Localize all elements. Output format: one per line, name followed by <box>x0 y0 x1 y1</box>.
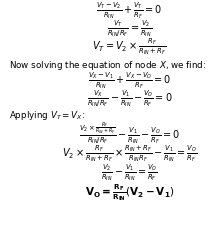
Text: $\frac{V_X}{R_{IN}/R_F} - \frac{V_1}{R_{IN}} - \frac{V_O}{R_F} = 0$: $\frac{V_X}{R_{IN}/R_F} - \frac{V_1}{R_{… <box>87 88 172 109</box>
Text: $\mathbf{V_O = \frac{R_F}{R_{IN}}\left(V_2 - V_1\right)}$: $\mathbf{V_O = \frac{R_F}{R_{IN}}\left(V… <box>85 181 174 202</box>
Text: Applying $V_T = V_X$:: Applying $V_T = V_X$: <box>9 109 85 122</box>
Text: $V_2 \times \frac{R_F}{R_{IN}+R_F} \times \frac{R_{IN}+R_F}{R_{IN}R_F} - \frac{V: $V_2 \times \frac{R_F}{R_{IN}+R_F} \time… <box>62 142 197 163</box>
Text: Now solving the equation of node $X$, we find:: Now solving the equation of node $X$, we… <box>9 59 206 72</box>
Text: $\frac{V_2}{R_{IN}} - \frac{V_1}{R_{IN}} = \frac{V_O}{R_F}$: $\frac{V_2}{R_{IN}} - \frac{V_1}{R_{IN}}… <box>101 161 158 182</box>
Text: $\frac{V_T - V_2}{R_{IN}} + \frac{V_T}{R_F} = 0$: $\frac{V_T - V_2}{R_{IN}} + \frac{V_T}{R… <box>97 0 162 20</box>
Text: $\frac{V_T}{R_{IN}/R_F} = \frac{V_2}{R_{IN}}$: $\frac{V_T}{R_{IN}/R_F} = \frac{V_2}{R_{… <box>107 18 152 39</box>
Text: $\frac{V_X - V_1}{R_{IN}} + \frac{V_X - V_O}{R_F} = 0$: $\frac{V_X - V_1}{R_{IN}} + \frac{V_X - … <box>88 70 171 91</box>
Text: $V_T = V_2 \times \frac{R_F}{R_{IN} + R_F}$: $V_T = V_2 \times \frac{R_F}{R_{IN} + R_… <box>92 36 167 57</box>
Text: $\frac{V_2 \times \frac{R_F}{R_{IN}+R_F}}{R_{IN}/R_F} - \frac{V_1}{R_{IN}} - \fr: $\frac{V_2 \times \frac{R_F}{R_{IN}+R_F}… <box>79 119 180 145</box>
